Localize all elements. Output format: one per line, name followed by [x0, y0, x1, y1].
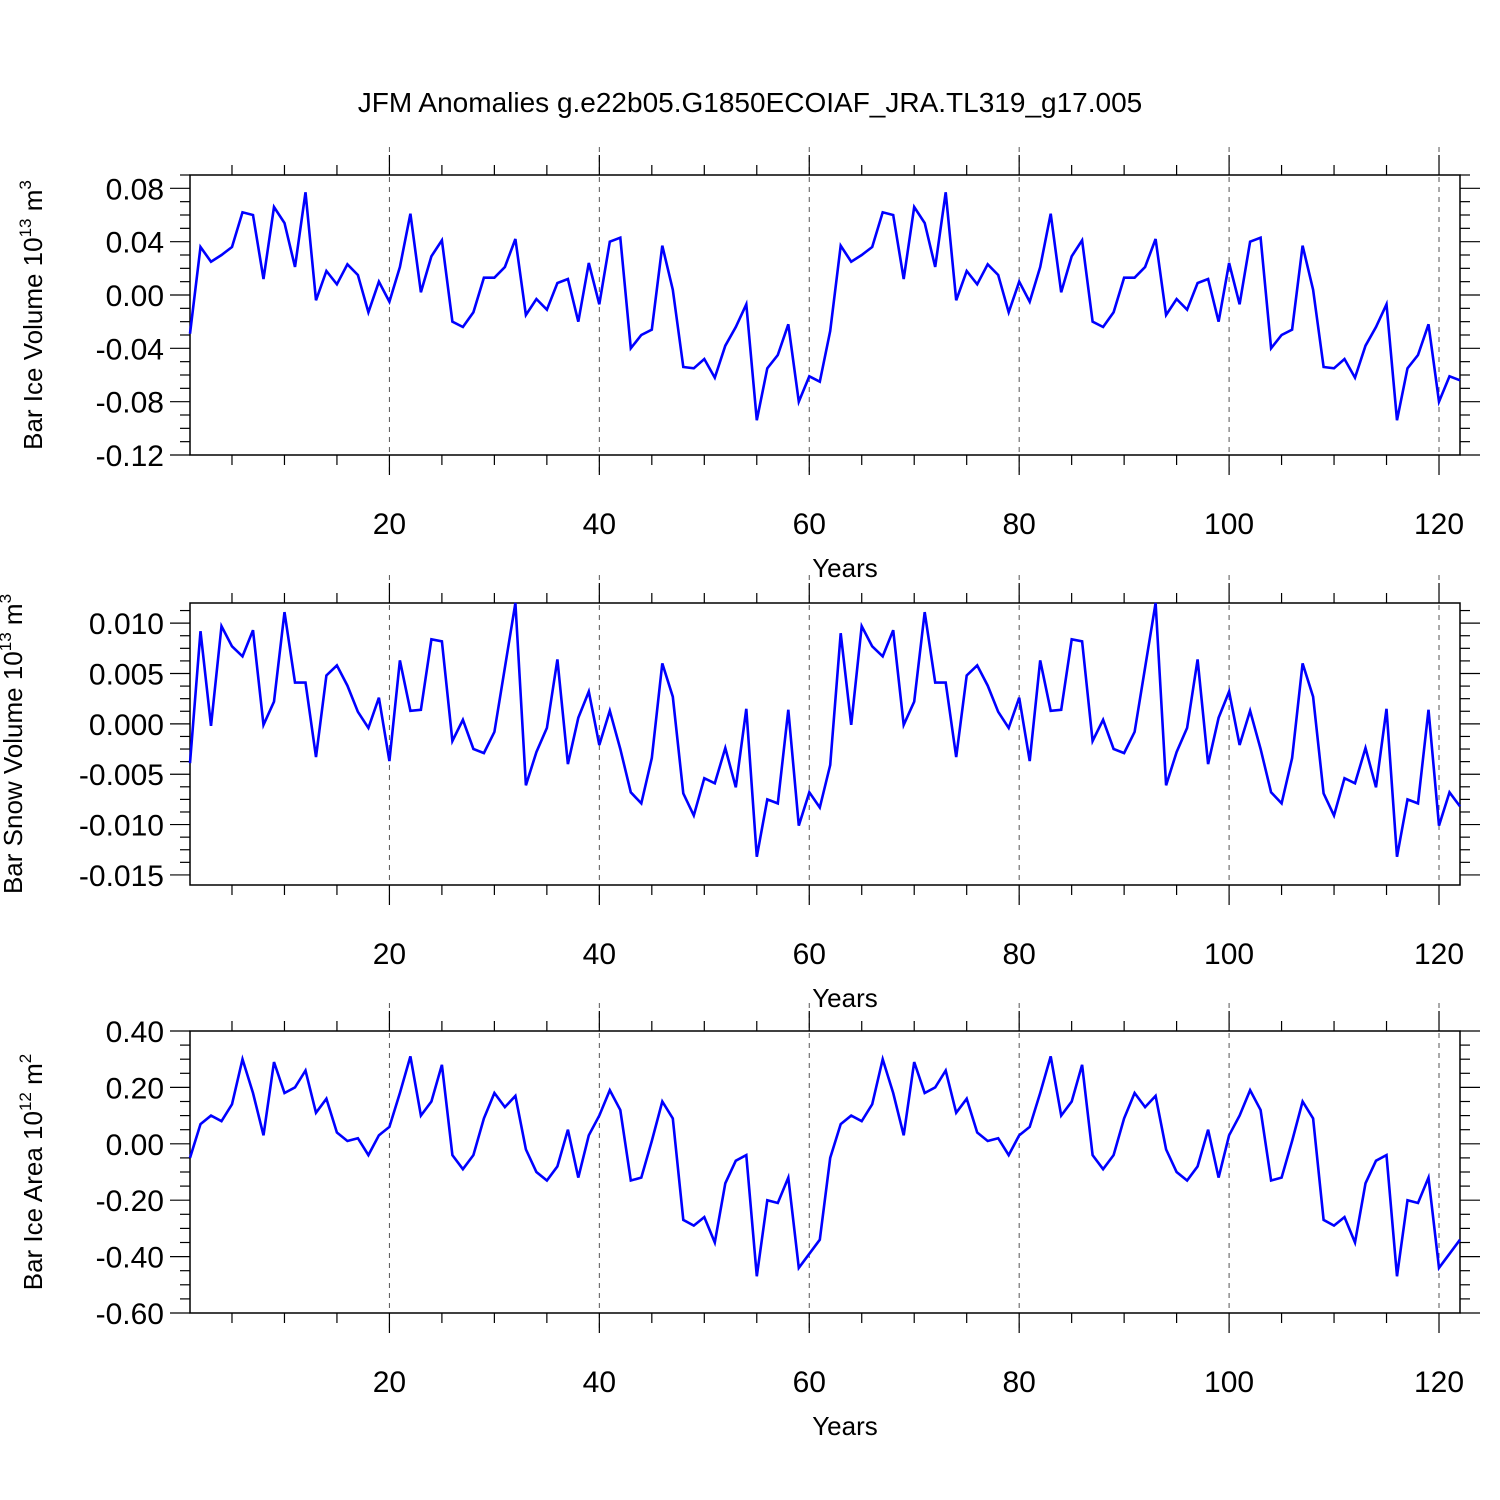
- x-axis-label: Years: [812, 553, 878, 583]
- y-tick-label: 0.40: [106, 1016, 164, 1049]
- x-tick-label: 80: [1002, 1366, 1035, 1399]
- x-tick-label: 100: [1204, 508, 1254, 541]
- y-axis-label: Bar Ice Area 1012 m2: [16, 1054, 48, 1291]
- x-tick-label: 80: [1002, 508, 1035, 541]
- x-tick-label: 20: [373, 938, 406, 971]
- x-tick-label: 120: [1414, 1366, 1464, 1399]
- x-tick-label: 100: [1204, 1366, 1254, 1399]
- y-tick-label: -0.12: [96, 440, 164, 473]
- x-axis-label: Years: [812, 983, 878, 1013]
- y-tick-label: 0.00: [106, 1129, 164, 1162]
- y-tick-label: 0.005: [89, 659, 164, 692]
- x-tick-label: 20: [373, 508, 406, 541]
- x-tick-label: 80: [1002, 938, 1035, 971]
- series-line: [188, 1054, 1462, 1277]
- y-tick-label: -0.20: [96, 1185, 164, 1218]
- x-tick-label: 20: [373, 1366, 406, 1399]
- x-axis-label: Years: [812, 1411, 878, 1441]
- y-tick-label: -0.010: [79, 810, 164, 843]
- y-tick-label: 0.010: [89, 608, 164, 641]
- series-line: [188, 192, 1461, 421]
- plot-frame: [189, 602, 1461, 886]
- x-tick-label: 40: [583, 938, 616, 971]
- panel-3: 20 40 60 80 100 120 Years -0.60 -0.40 -0.20 0.00 0.…: [16, 1003, 1480, 1441]
- y-tick-label: -0.015: [79, 860, 164, 893]
- y-tick-label: -0.04: [96, 333, 164, 366]
- y-axis-label: Bar Ice Volume 1013 m3: [16, 180, 48, 450]
- x-tick-label: 60: [793, 1366, 826, 1399]
- x-tick-label: 100: [1204, 938, 1254, 971]
- y-tick-label: -0.40: [96, 1242, 164, 1275]
- x-tick-label: 120: [1414, 508, 1464, 541]
- y-tick-label: -0.08: [96, 387, 164, 420]
- x-tick-label: 120: [1414, 938, 1464, 971]
- panel-2: 20 40 60 80 100 120 Years -0.015 -0.010 -0.005 0.0…: [0, 575, 1480, 1013]
- chart-title: JFM Anomalies g.e22b05.G1850ECOIAF_JRA.T…: [358, 87, 1142, 118]
- y-tick-label: -0.005: [79, 759, 164, 792]
- y-tick-label: 0.04: [106, 227, 164, 260]
- x-tick-label: 40: [583, 1366, 616, 1399]
- y-tick-label: 0.08: [106, 173, 164, 206]
- series-line: [188, 602, 1462, 858]
- y-axis-label: Bar Snow Volume 1013 m3: [0, 594, 28, 894]
- x-tick-label: 40: [583, 508, 616, 541]
- y-tick-label: 0.000: [89, 709, 164, 742]
- y-tick-label: -0.60: [96, 1298, 164, 1331]
- x-tick-label: 60: [793, 938, 826, 971]
- x-tick-label: 60: [793, 508, 826, 541]
- y-tick-label: 0.20: [106, 1072, 164, 1105]
- panel-1: 20 40 60 80 100 120 Years -0.12 -0.08 -0.04 0.00 0.…: [16, 147, 1480, 583]
- y-tick-label: 0.00: [106, 280, 164, 313]
- plot-frame: [189, 174, 1461, 456]
